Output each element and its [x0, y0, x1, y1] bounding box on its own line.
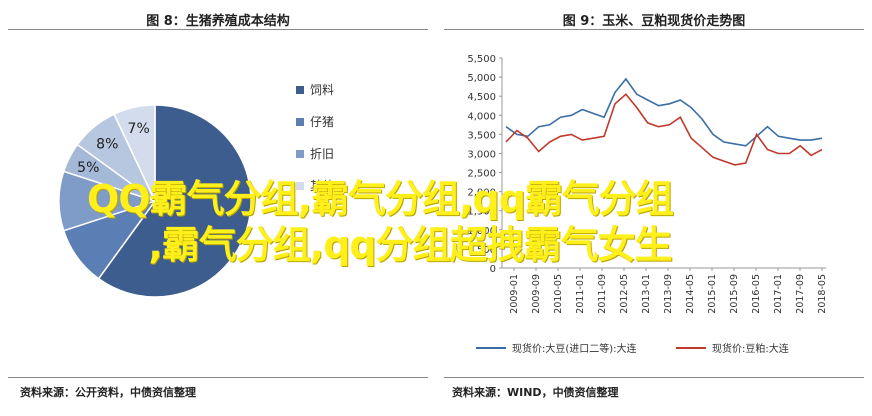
top-rule — [444, 29, 864, 30]
y-tick-label: 3,500 — [467, 130, 496, 141]
figure-9-panel: 图 9：玉米、豆粕现货价走势图 0 500 1,000 1,500 2,000 2,500… — [436, 0, 872, 416]
figure-9-title: 图 9：玉米、豆粕现货价走势图 — [562, 14, 746, 29]
x-tick-label: 2017-09 — [795, 274, 806, 314]
x-tick-label: 2018-05 — [817, 274, 828, 314]
legend-swatch — [296, 150, 304, 158]
x-tick-label: 2016-05 — [751, 274, 762, 314]
figure-8-title: 图 8：生猪养殖成本结构 — [146, 14, 290, 29]
bottom-rule — [444, 377, 864, 378]
legend-label: 现货价:豆粕:大连 — [712, 342, 789, 355]
pie-slice-label: 7% — [128, 121, 150, 137]
legend-swatch — [296, 86, 304, 94]
x-tick-label: 2011-01 — [575, 274, 586, 314]
y-tick-label: 5,000 — [467, 73, 496, 84]
pie-slice — [113, 104, 156, 202]
x-tick-label: 2012-05 — [619, 274, 630, 314]
top-rule — [8, 29, 428, 30]
legend-label: 饲料 — [310, 83, 334, 97]
bottom-rule — [8, 377, 428, 378]
figure-8-source: 资料来源：公开资料，中债资信整理 — [20, 386, 196, 399]
y-tick-label: 4,000 — [467, 111, 496, 122]
legend-swatch — [296, 182, 304, 190]
line-chart: 0 500 1,000 1,500 2,000 2,500 3,000 3,500 4,000 4… — [467, 54, 828, 355]
y-tick-label: 2,000 — [467, 188, 496, 199]
y-tick-label: 1,500 — [467, 207, 496, 218]
x-tick-label: 2013-01 — [641, 274, 652, 314]
x-tick-label: 2015-01 — [707, 274, 718, 314]
x-tick-label: 2015-09 — [729, 274, 740, 314]
x-tick-label: 2011-09 — [597, 274, 608, 314]
x-tick-label: 2013-09 — [663, 274, 674, 314]
pie-slice — [97, 104, 252, 298]
y-tick-label: 5,500 — [467, 54, 496, 65]
x-tick-label: 2010-05 — [553, 274, 564, 314]
y-tick-label: 3,000 — [467, 149, 496, 160]
y-tick-label: 1,000 — [467, 226, 496, 237]
series-line — [505, 93, 823, 166]
y-tick-label: 0 — [490, 264, 496, 275]
legend-label: 现货价:大豆(进口二等):大连 — [512, 342, 637, 355]
figure-9-source: 资料来源：WIND，中债资信整理 — [452, 386, 619, 399]
legend-label: 折旧 — [310, 146, 334, 161]
x-tick-label: 2009-09 — [531, 274, 542, 314]
x-tick-label: 2009-01 — [509, 274, 520, 314]
x-tick-label: 2014-05 — [685, 274, 696, 314]
pie-slice-label: 5% — [77, 160, 99, 176]
y-tick-label: 2,500 — [467, 169, 496, 180]
y-tick-label: 500 — [477, 245, 496, 256]
x-tick-label: 2017-01 — [773, 274, 784, 314]
pie-slice-label: 8% — [96, 136, 118, 152]
legend-label: 仔猪 — [310, 115, 334, 129]
figure-8-panel: 图 8：生猪养殖成本结构 5% 8% 7% 饲料仔猪折旧其他 资料来源：公开资料，中… — [8, 14, 428, 399]
legend-label: 其他 — [310, 179, 334, 193]
legend-swatch — [296, 118, 304, 126]
y-tick-label: 4,500 — [467, 92, 496, 103]
series-line — [505, 77, 823, 147]
